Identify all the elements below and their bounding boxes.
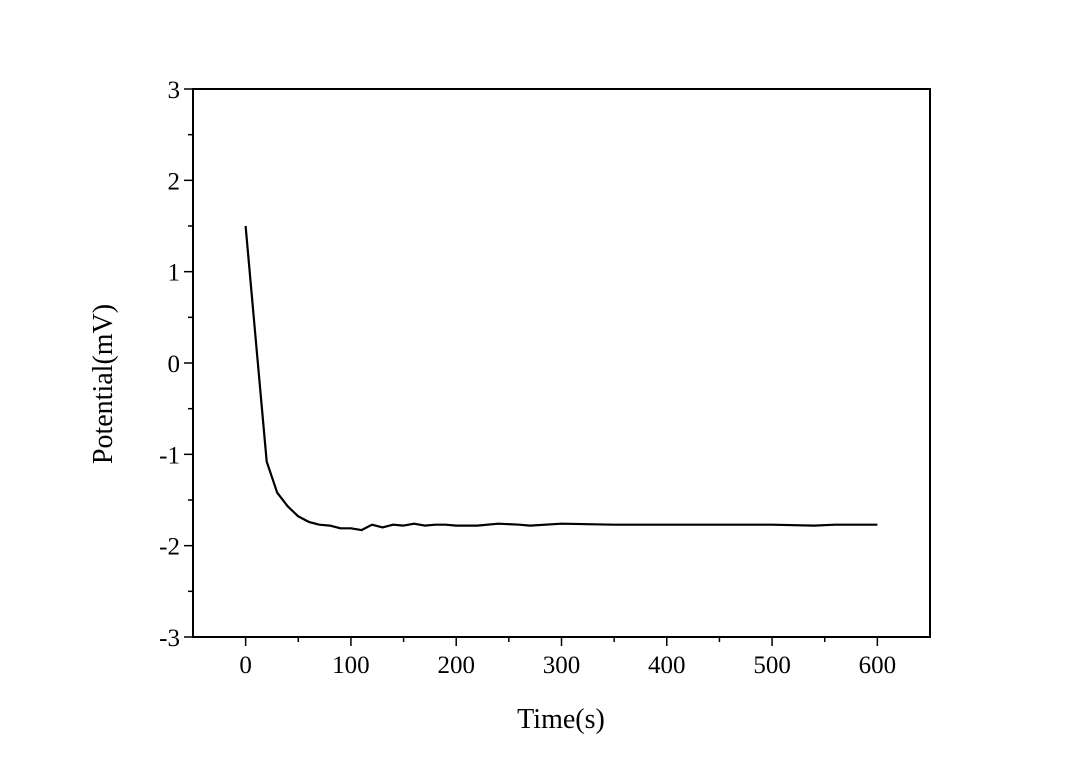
potential-series-line (244, 225, 878, 532)
x-tick-label: 600 (859, 652, 897, 679)
y-tick-label: 0 (168, 351, 181, 378)
x-tick-label: 300 (543, 652, 581, 679)
y-tick-label: -1 (159, 442, 180, 469)
x-axis-ticks (244, 637, 879, 646)
y-tick-label: -2 (159, 534, 180, 561)
plot-frame (192, 88, 931, 638)
y-axis-label: Potential(mV) (88, 304, 119, 464)
x-tick-label: 100 (332, 652, 370, 679)
x-tick-labels: 0 100 200 300 400 500 600 (239, 652, 896, 679)
y-tick-label: -3 (159, 625, 180, 652)
x-tick-label: 400 (648, 652, 686, 679)
y-tick-label: 2 (168, 168, 181, 195)
y-axis-ticks (184, 88, 193, 638)
x-tick-label: 200 (437, 652, 475, 679)
x-axis-label: Time(s) (517, 704, 605, 735)
y-tick-label: 3 (168, 77, 181, 104)
y-tick-label: 1 (168, 260, 181, 287)
x-tick-label: 500 (753, 652, 791, 679)
y-tick-labels: 3 2 1 0 -1 -2 -3 (159, 77, 180, 652)
x-tick-label: 0 (239, 652, 252, 679)
